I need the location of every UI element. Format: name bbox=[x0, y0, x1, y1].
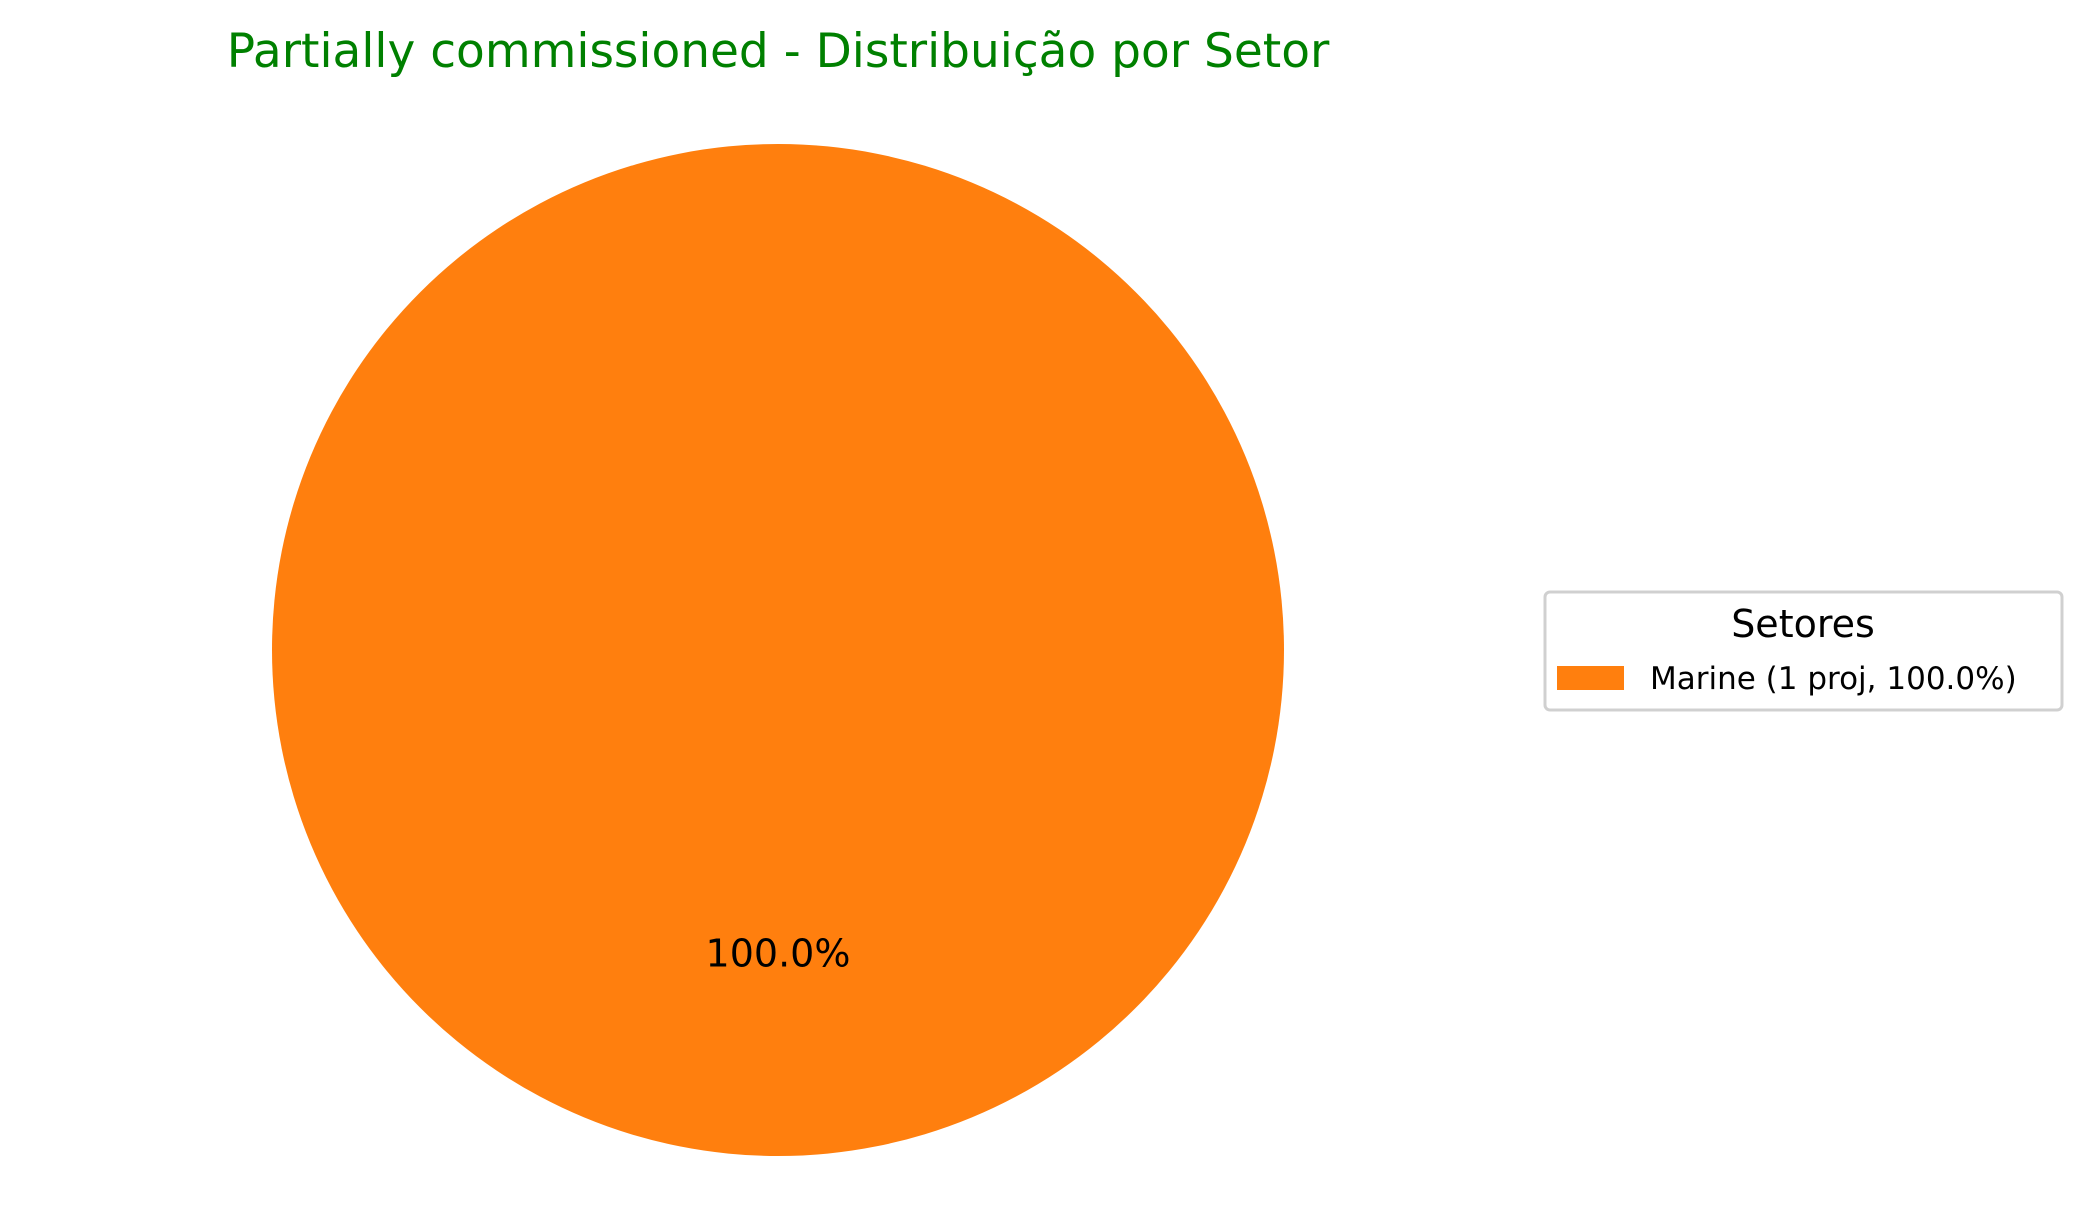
legend-title: Setores bbox=[1731, 602, 1875, 646]
pie-slice-labels: 100.0% bbox=[706, 932, 851, 976]
legend-frame bbox=[1543, 590, 2064, 712]
pie-slices bbox=[272, 144, 1284, 1156]
pie-slice-marine bbox=[272, 144, 1284, 1156]
chart-title: Partially commissioned - Distribuição po… bbox=[227, 24, 1330, 79]
legend-entry-label: Marine (1 proj, 100.0%) bbox=[1650, 661, 2017, 697]
legend-swatch bbox=[1557, 666, 1624, 690]
legend: Setores Marine (1 proj, 100.0%) bbox=[1543, 590, 2064, 712]
pie-slice-percent-label: 100.0% bbox=[706, 932, 851, 976]
legend-entries: Marine (1 proj, 100.0%) bbox=[1557, 661, 2017, 697]
